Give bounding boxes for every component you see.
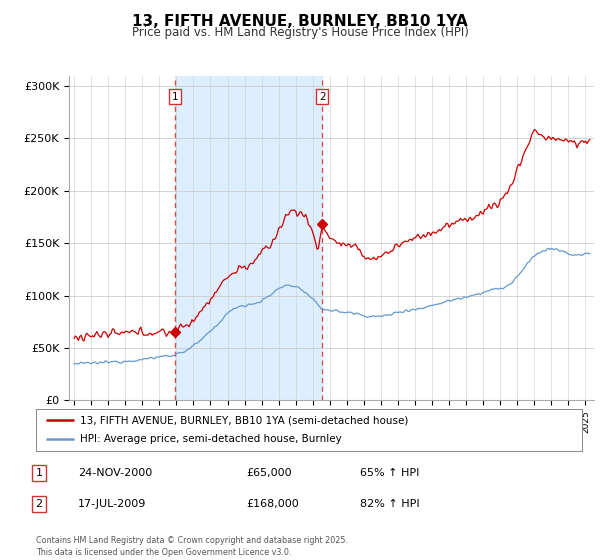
Text: 1: 1 xyxy=(35,468,43,478)
Text: £168,000: £168,000 xyxy=(246,499,299,509)
Text: 1: 1 xyxy=(172,91,178,101)
Text: 82% ↑ HPI: 82% ↑ HPI xyxy=(360,499,419,509)
Text: 17-JUL-2009: 17-JUL-2009 xyxy=(78,499,146,509)
Text: 13, FIFTH AVENUE, BURNLEY, BB10 1YA: 13, FIFTH AVENUE, BURNLEY, BB10 1YA xyxy=(132,14,468,29)
Text: 2: 2 xyxy=(35,499,43,509)
Text: HPI: Average price, semi-detached house, Burnley: HPI: Average price, semi-detached house,… xyxy=(80,435,341,445)
Text: £65,000: £65,000 xyxy=(246,468,292,478)
Text: 24-NOV-2000: 24-NOV-2000 xyxy=(78,468,152,478)
Text: 65% ↑ HPI: 65% ↑ HPI xyxy=(360,468,419,478)
Bar xyxy=(175,76,322,400)
Text: Contains HM Land Registry data © Crown copyright and database right 2025.
This d: Contains HM Land Registry data © Crown c… xyxy=(36,536,348,557)
Text: Price paid vs. HM Land Registry's House Price Index (HPI): Price paid vs. HM Land Registry's House … xyxy=(131,26,469,39)
Text: 13, FIFTH AVENUE, BURNLEY, BB10 1YA (semi-detached house): 13, FIFTH AVENUE, BURNLEY, BB10 1YA (sem… xyxy=(80,415,408,425)
Text: 2: 2 xyxy=(319,91,325,101)
